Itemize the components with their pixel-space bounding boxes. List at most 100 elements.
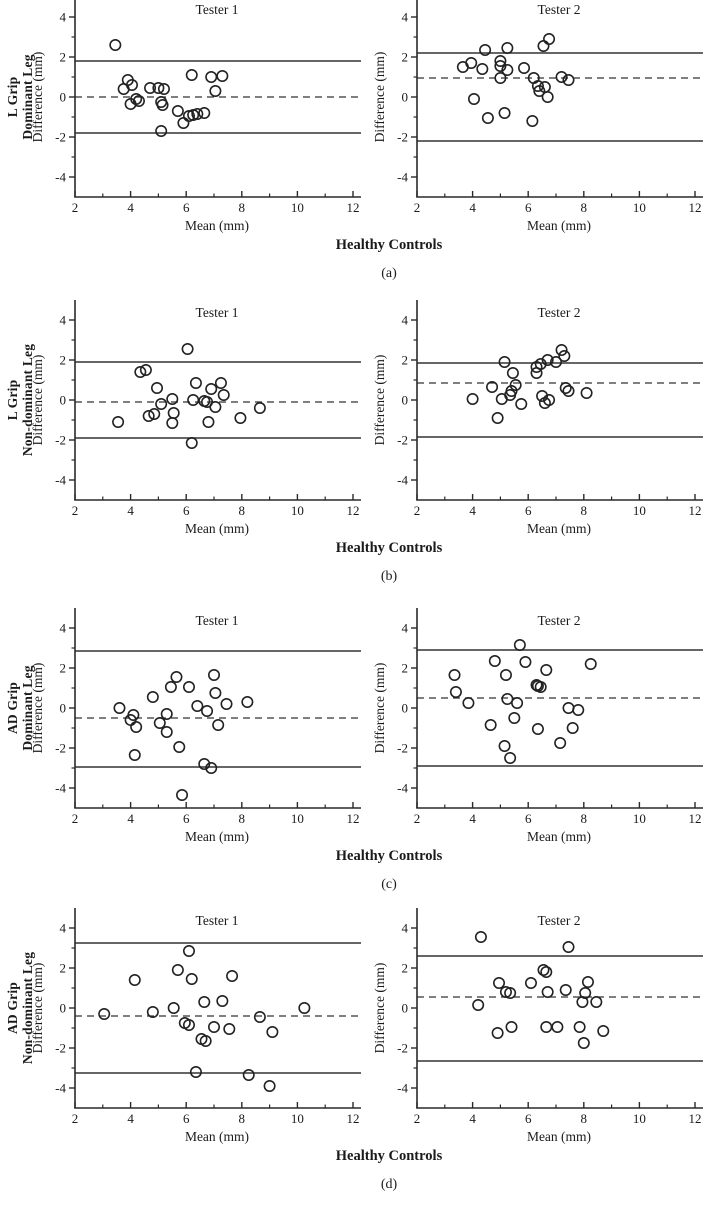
- x-axis-label: Mean (mm): [527, 521, 591, 536]
- data-point: [499, 669, 512, 682]
- y-tick-label: 0: [402, 1001, 409, 1016]
- axes: -4 -2 0 2 4 2 4 6 8 10 12: [397, 300, 703, 518]
- x-tick-label: 12: [689, 200, 702, 215]
- data-point: [449, 686, 462, 699]
- row-letter: (a): [381, 266, 397, 281]
- row-label-grip: AD Grip: [5, 681, 20, 735]
- data-point: [156, 99, 169, 112]
- x-tick-label: 2: [72, 1111, 79, 1126]
- data-point: [298, 1002, 311, 1015]
- data-point: [559, 984, 572, 997]
- plot-title: Tester 2: [538, 305, 581, 320]
- y-tick-label: 2: [402, 661, 409, 676]
- x-tick-label: 6: [183, 200, 190, 215]
- data-point: [160, 708, 173, 721]
- data-point: [217, 389, 230, 402]
- axes: -4 -2 0 2 4 2 4 6 8 10 12: [55, 300, 361, 518]
- y-tick-label: 0: [402, 90, 409, 105]
- y-tick-label: 0: [60, 1001, 67, 1016]
- y-tick-label: -4: [55, 781, 66, 796]
- y-axis-label: Difference (mm): [372, 663, 387, 754]
- x-tick-label: 8: [581, 503, 588, 518]
- x-tick-label: 12: [689, 1111, 702, 1126]
- x-tick-label: 8: [239, 1111, 246, 1126]
- data-point: [177, 117, 190, 130]
- data-point: [205, 383, 218, 396]
- data-point: [501, 41, 514, 54]
- data-points: [109, 38, 229, 138]
- y-tick-label: 0: [60, 393, 67, 408]
- data-point: [166, 417, 179, 430]
- bland-altman-plot: -4 -2 0 2 4 2 4 6 8 10 12 Tester 1 Mean (mm) Differen…: [30, 608, 361, 844]
- x-tick-label: 6: [525, 1111, 532, 1126]
- plot-title: Tester 1: [196, 613, 239, 628]
- data-point: [198, 996, 211, 1009]
- data-point: [498, 107, 511, 120]
- data-point: [541, 91, 554, 104]
- data-point: [191, 700, 204, 713]
- data-point: [201, 705, 214, 718]
- data-point: [146, 1006, 159, 1019]
- data-point: [226, 970, 239, 983]
- y-tick-label: 2: [60, 661, 67, 676]
- y-tick-label: -4: [397, 1081, 408, 1096]
- y-tick-label: 2: [402, 353, 409, 368]
- data-points: [113, 669, 254, 802]
- data-point: [191, 108, 204, 121]
- data-point: [223, 1023, 236, 1036]
- limit-lines: [417, 52, 703, 142]
- data-point: [253, 402, 266, 415]
- data-point: [484, 719, 497, 732]
- data-point: [562, 74, 575, 87]
- data-point: [562, 940, 575, 953]
- data-point: [531, 80, 544, 93]
- x-tick-label: 2: [414, 1111, 421, 1126]
- data-point: [555, 343, 568, 356]
- data-point: [540, 663, 553, 676]
- y-tick-label: 0: [60, 701, 67, 716]
- x-tick-label: 10: [291, 811, 304, 826]
- limit-lines: [417, 649, 703, 767]
- x-axis-label: Mean (mm): [527, 218, 591, 233]
- data-point: [189, 1066, 202, 1079]
- plot-a-tester1: -4 -2 0 2 4 2 4 6 8 10 12 Tester 1 Mean (mm) Differen…: [28, 0, 362, 238]
- plot-c-tester2: -4 -2 0 2 4 2 4 6 8 10 12 Tester 2 Mean (mm) Differen…: [370, 605, 704, 849]
- data-point: [171, 105, 184, 118]
- figure-row-d: AD Grip Non-dominant Leg -4 -2 0 2 4 2 4 6 8 10 12…: [0, 905, 706, 1207]
- plot-a-tester2: -4 -2 0 2 4 2 4 6 8 10 12 Tester 2 Mean (mm) Differen…: [370, 0, 704, 238]
- data-point: [155, 398, 168, 411]
- data-points: [456, 32, 575, 128]
- y-tick-label: -2: [397, 433, 408, 448]
- data-point: [189, 377, 202, 390]
- x-tick-label: 4: [469, 1111, 476, 1126]
- data-point: [139, 364, 152, 377]
- y-tick-label: 0: [402, 701, 409, 716]
- bland-altman-plot: -4 -2 0 2 4 2 4 6 8 10 12 Tester 2 Mean (mm) Differen…: [372, 908, 703, 1144]
- x-tick-label: 8: [239, 503, 246, 518]
- data-point: [508, 712, 521, 725]
- data-point: [151, 382, 164, 395]
- y-tick-label: 2: [402, 961, 409, 976]
- x-tick-label: 4: [469, 503, 476, 518]
- data-point: [504, 987, 517, 1000]
- data-point: [466, 393, 479, 406]
- data-point: [157, 83, 170, 96]
- axes: -4 -2 0 2 4 2 4 6 8 10 12: [55, 0, 361, 215]
- y-tick-label: 4: [402, 10, 409, 25]
- data-point: [491, 1027, 504, 1040]
- y-tick-label: -4: [55, 473, 66, 488]
- data-point: [505, 1021, 518, 1034]
- figure-row-b: L Grip Non-dominant Leg -4 -2 0 2 4 2 4 6 8 10 12 T…: [0, 297, 706, 599]
- data-point: [555, 71, 568, 84]
- y-tick-label: -2: [55, 433, 66, 448]
- row-letter: (d): [380, 1177, 398, 1192]
- data-point: [558, 349, 571, 362]
- data-point: [152, 82, 165, 95]
- data-point: [518, 62, 531, 75]
- x-tick-label: 2: [72, 200, 79, 215]
- y-tick-label: 0: [402, 393, 409, 408]
- data-point: [534, 357, 547, 370]
- data-point: [153, 717, 166, 730]
- x-tick-label: 8: [581, 200, 588, 215]
